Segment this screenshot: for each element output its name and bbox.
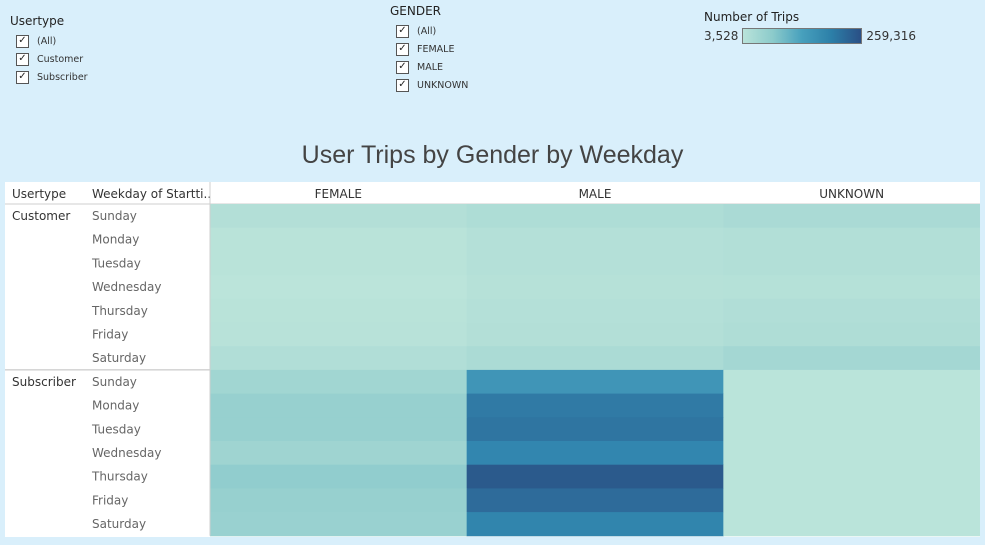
gender-option-label: FEMALE <box>417 43 455 55</box>
heatmap-cell <box>466 298 724 323</box>
legend-max-label: 259,316 <box>866 29 916 43</box>
checkbox-checked-icon[interactable]: ✓ <box>396 78 409 92</box>
color-legend: Number of Trips 3,528 259,316 <box>704 10 916 44</box>
heatmap-cell <box>723 464 980 489</box>
heatmap-cell <box>210 251 468 276</box>
column-header-unknown: UNKNOWN <box>819 187 884 201</box>
heatmap-cell <box>466 322 724 347</box>
heatmap-cell <box>210 488 468 513</box>
heatmap-cell <box>723 393 980 418</box>
heatmap-table: Usertype Weekday of Startti.. FEMALE MALE UN… <box>5 182 980 537</box>
heatmap-cell <box>466 464 724 489</box>
heatmap-cell <box>210 417 468 442</box>
heatmap-cell <box>210 441 468 466</box>
heatmap-cell <box>723 346 980 371</box>
heatmap-svg: Usertype Weekday of Startti.. FEMALE MALE UN… <box>5 182 980 537</box>
usertype-label-customer: Customer <box>12 209 70 223</box>
gender-option-label: MALE <box>417 61 443 73</box>
chart-title: User Trips by Gender by Weekday <box>301 141 684 169</box>
checkbox-checked-icon[interactable]: ✓ <box>16 34 29 48</box>
heatmap-cell <box>723 369 980 395</box>
heatmap-cell <box>466 204 724 229</box>
usertype-option-all[interactable]: ✓ (All) <box>10 32 88 50</box>
gender-filter-title: GENDER <box>390 4 442 18</box>
heatmap-cell <box>466 417 724 442</box>
weekday-label: Sunday <box>92 375 137 389</box>
weekday-label: Friday <box>92 493 128 507</box>
weekday-label: Sunday <box>92 209 137 223</box>
gender-filter: GENDER ✓ (All) ✓ FEMALE ✓ MALE ✓ UNKNOWN <box>390 4 468 94</box>
weekday-label: Saturday <box>92 351 146 365</box>
weekday-label: Monday <box>92 399 139 413</box>
heatmap-cell <box>723 512 980 537</box>
gender-option-all[interactable]: ✓ (All) <box>390 22 468 40</box>
checkbox-checked-icon[interactable]: ✓ <box>16 70 29 84</box>
weekday-label: Thursday <box>91 304 148 318</box>
heatmap-cell <box>466 393 724 418</box>
heatmap-cell <box>466 441 724 466</box>
heatmap-cell <box>723 298 980 323</box>
weekday-label: Friday <box>92 328 128 342</box>
heatmap-cell <box>723 251 980 276</box>
usertype-option-label: Subscriber <box>37 71 88 83</box>
usertype-filter: Usertype ✓ (All) ✓ Customer ✓ Subscriber <box>10 14 88 86</box>
legend-title: Number of Trips <box>704 10 800 24</box>
weekday-label: Wednesday <box>92 446 161 460</box>
usertype-option-label: (All) <box>37 35 57 47</box>
checkbox-checked-icon[interactable]: ✓ <box>396 60 409 74</box>
heatmap-cell <box>723 322 980 347</box>
heatmap-cell <box>723 441 980 466</box>
heatmap-cell <box>210 512 468 537</box>
gender-option-label: (All) <box>417 25 437 37</box>
usertype-filter-title: Usertype <box>10 14 65 28</box>
gender-option-unknown[interactable]: ✓ UNKNOWN <box>390 76 468 94</box>
heatmap-cell <box>466 275 724 300</box>
heatmap-cell <box>210 204 468 229</box>
column-header-female: FEMALE <box>315 187 362 201</box>
usertype-option-label: Customer <box>37 53 84 65</box>
row-header-weekday: Weekday of Startti.. <box>92 187 211 201</box>
legend-min-label: 3,528 <box>704 29 739 43</box>
column-header-male: MALE <box>579 187 612 201</box>
checkbox-checked-icon[interactable]: ✓ <box>396 42 409 56</box>
heatmap-cell <box>466 227 724 252</box>
heatmap-cell <box>210 322 468 347</box>
row-header-usertype: Usertype <box>12 187 66 201</box>
usertype-label-subscriber: Subscriber <box>12 375 76 389</box>
weekday-label: Saturday <box>92 517 146 531</box>
heatmap-cell <box>210 346 468 371</box>
heatmap-cell <box>210 298 468 323</box>
heatmap-cell <box>723 227 980 252</box>
weekday-label: Tuesday <box>91 422 141 436</box>
heatmap-cell <box>466 346 724 371</box>
checkbox-checked-icon[interactable]: ✓ <box>396 24 409 38</box>
checkbox-checked-icon[interactable]: ✓ <box>16 52 29 66</box>
weekday-label: Wednesday <box>92 280 161 294</box>
heatmap-cell <box>210 275 468 300</box>
heatmap-cell <box>210 227 468 252</box>
usertype-option-subscriber[interactable]: ✓ Subscriber <box>10 68 88 86</box>
heatmap-cell <box>210 464 468 489</box>
gender-option-label: UNKNOWN <box>417 79 469 91</box>
heatmap-cell <box>210 369 468 395</box>
heatmap-cell <box>723 488 980 513</box>
heatmap-cell <box>466 369 724 395</box>
gender-option-male[interactable]: ✓ MALE <box>390 58 468 76</box>
usertype-option-customer[interactable]: ✓ Customer <box>10 50 88 68</box>
heatmap-cell <box>723 417 980 442</box>
weekday-label: Monday <box>92 233 139 247</box>
gender-option-female[interactable]: ✓ FEMALE <box>390 40 468 58</box>
heatmap-cell <box>210 393 468 418</box>
heatmap-cell <box>466 512 724 537</box>
weekday-label: Tuesday <box>91 256 141 270</box>
heatmap-cell <box>466 488 724 513</box>
heatmap-cell <box>723 204 980 229</box>
weekday-label: Thursday <box>91 470 148 484</box>
heatmap-cell <box>723 275 980 300</box>
heatmap-cell <box>466 251 724 276</box>
legend-color-ramp <box>742 28 863 44</box>
